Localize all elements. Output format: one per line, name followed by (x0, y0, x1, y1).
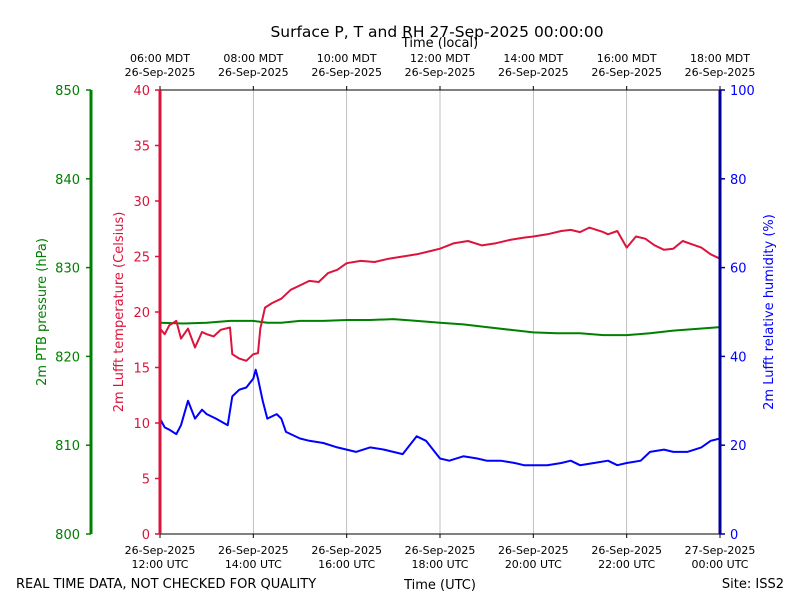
humidity-tick-label: 60 (730, 262, 747, 277)
bottom-tick-time: 20:00 UTC (505, 558, 562, 571)
top-tick-date: 26-Sep-2025 (125, 66, 196, 79)
humidity-tick-label: 40 (730, 350, 747, 365)
humidity-series-line (159, 368, 721, 467)
top-tick-date: 26-Sep-2025 (311, 66, 382, 79)
pressure-tick-label: 840 (55, 173, 80, 188)
temperature-tick-label: 10 (133, 417, 150, 432)
quality-disclaimer: REAL TIME DATA, NOT CHECKED FOR QUALITY (16, 577, 316, 592)
bottom-tick-time: 22:00 UTC (598, 558, 655, 571)
top-tick-time: 08:00 MDT (223, 52, 283, 65)
top-tick-time: 10:00 MDT (317, 52, 377, 65)
humidity-tick-label: 0 (730, 528, 738, 543)
pressure-tick-label: 810 (55, 439, 80, 454)
top-tick-time: 12:00 MDT (410, 52, 470, 65)
humidity-tick-label: 100 (730, 84, 755, 99)
bottom-tick-date: 26-Sep-2025 (125, 544, 196, 557)
temperature-tick-label: 5 (142, 473, 150, 488)
pressure-tick-label: 830 (55, 262, 80, 277)
bottom-tick-date: 27-Sep-2025 (685, 544, 756, 557)
top-tick-date: 26-Sep-2025 (405, 66, 476, 79)
temperature-tick-label: 35 (133, 140, 150, 155)
temperature-tick-label: 20 (133, 306, 150, 321)
bottom-tick-time: 18:00 UTC (411, 558, 468, 571)
top-tick-date: 26-Sep-2025 (218, 66, 289, 79)
top-axis-label: Time (local) (401, 36, 478, 51)
temperature-tick-label: 40 (133, 84, 150, 99)
temperature-axis-label: 2m Lufft temperature (Celsius) (112, 212, 127, 413)
top-tick-time: 06:00 MDT (130, 52, 190, 65)
bottom-tick-time: 12:00 UTC (131, 558, 188, 571)
top-tick-time: 16:00 MDT (597, 52, 657, 65)
bottom-tick-date: 26-Sep-2025 (311, 544, 382, 557)
humidity-tick-label: 80 (730, 173, 747, 188)
top-tick-time: 18:00 MDT (690, 52, 750, 65)
pressure-tick-label: 850 (55, 84, 80, 99)
pressure-tick-label: 800 (55, 528, 80, 543)
top-tick-date: 26-Sep-2025 (591, 66, 662, 79)
bottom-tick-time: 16:00 UTC (318, 558, 375, 571)
series-lines (159, 226, 721, 467)
temperature-tick-label: 0 (142, 528, 150, 543)
top-tick-date: 26-Sep-2025 (498, 66, 569, 79)
temperature-series-line (159, 226, 721, 362)
bottom-tick-date: 26-Sep-2025 (591, 544, 662, 557)
top-tick-time: 14:00 MDT (503, 52, 563, 65)
temperature-tick-label: 25 (133, 251, 150, 266)
chart-title: Surface P, T and RH 27-Sep-2025 00:00:00 (270, 23, 603, 41)
bottom-tick-time: 14:00 UTC (225, 558, 282, 571)
site-label: Site: ISS2 (722, 577, 784, 592)
pressure-axis-label: 2m PTB pressure (hPa) (35, 238, 50, 386)
humidity-tick-label: 20 (730, 439, 747, 454)
pressure-tick-label: 820 (55, 350, 80, 365)
grid-lines (252, 90, 628, 534)
bottom-tick-date: 26-Sep-2025 (498, 544, 569, 557)
temperature-tick-label: 15 (133, 362, 150, 377)
bottom-tick-date: 26-Sep-2025 (218, 544, 289, 557)
humidity-axis-label: 2m Lufft relative humidity (%) (762, 214, 777, 410)
temperature-tick-label: 30 (133, 195, 150, 210)
bottom-tick-date: 26-Sep-2025 (405, 544, 476, 557)
top-tick-date: 26-Sep-2025 (685, 66, 756, 79)
bottom-tick-time: 00:00 UTC (691, 558, 748, 571)
pressure-series-line (159, 318, 721, 337)
bottom-axis-label: Time (UTC) (403, 578, 476, 593)
